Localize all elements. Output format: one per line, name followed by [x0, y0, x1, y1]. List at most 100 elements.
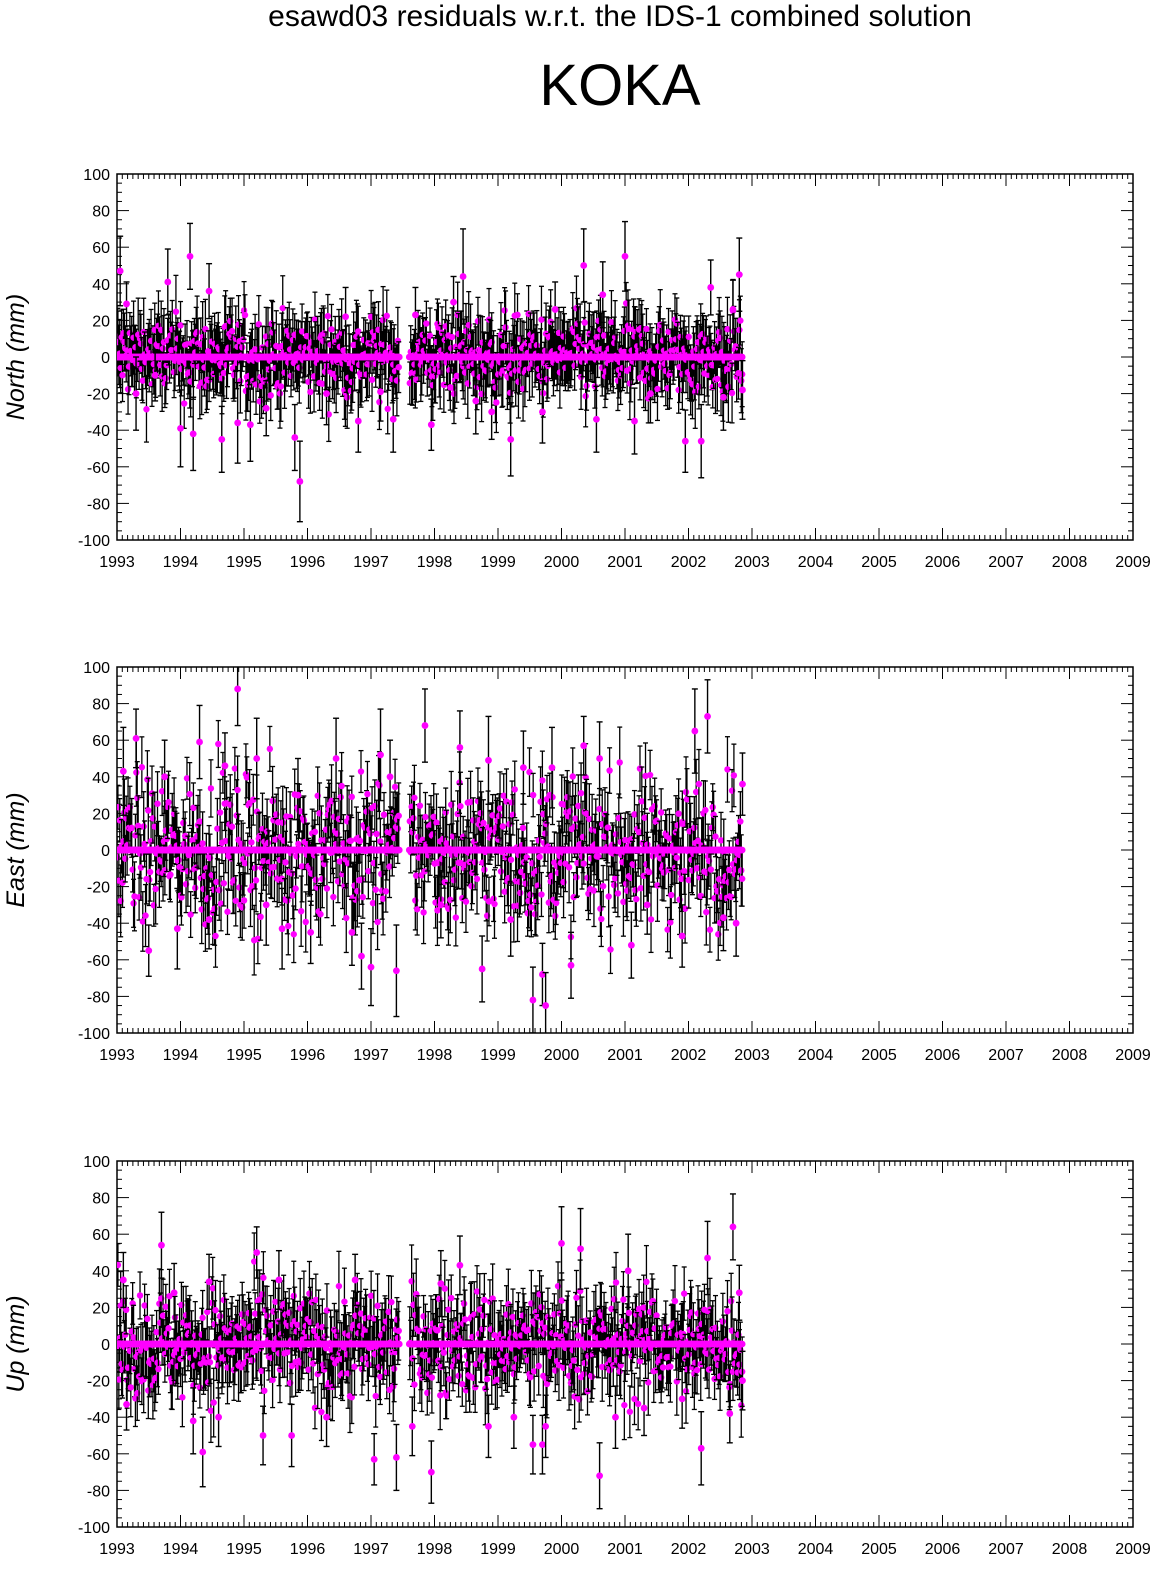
- data-point: [384, 405, 391, 413]
- data-point: [599, 291, 607, 299]
- data-point: [162, 375, 169, 382]
- data-point: [501, 307, 508, 314]
- zero-point: [738, 353, 746, 361]
- data-point: [582, 392, 589, 400]
- chart-title: esawd03 residuals w.r.t. the IDS-1 combi…: [268, 0, 972, 33]
- data-point: [379, 316, 387, 324]
- data-point: [533, 342, 541, 349]
- data-point: [502, 324, 509, 331]
- data-point: [358, 371, 366, 378]
- zero-point: [396, 353, 403, 361]
- data-point: [189, 430, 197, 438]
- data-point: [279, 304, 286, 312]
- data-point: [529, 360, 536, 367]
- x-tick-label: 2000: [544, 554, 580, 571]
- data-point: [277, 383, 285, 390]
- data-point: [324, 312, 332, 320]
- data-point: [412, 311, 419, 319]
- data-point: [735, 271, 743, 279]
- data-point: [177, 322, 184, 329]
- data-point: [647, 390, 654, 397]
- data-point: [499, 367, 506, 374]
- data-point: [228, 327, 236, 335]
- data-point: [203, 383, 210, 390]
- x-tick-label: 2007: [988, 554, 1024, 571]
- chart-panel-0: 1993 1994 1995 1996 1997 1998 1999 2000 2001 2002…: [2, 167, 1151, 571]
- x-tick-label: 1994: [163, 554, 199, 571]
- data-point: [729, 306, 737, 313]
- data-point: [427, 421, 435, 429]
- data-point: [193, 328, 201, 336]
- data-point: [139, 377, 146, 384]
- data-point: [164, 278, 172, 286]
- data-point: [541, 347, 549, 355]
- data-point: [296, 478, 304, 485]
- data-point: [681, 437, 689, 445]
- data-point: [583, 382, 590, 389]
- data-point: [376, 398, 383, 406]
- data-point: [634, 347, 642, 355]
- data-point: [285, 332, 293, 339]
- data-point: [366, 361, 373, 368]
- y-tick-label: -80: [87, 496, 110, 513]
- data-point: [291, 434, 299, 441]
- data-point: [685, 333, 692, 341]
- data-point: [703, 335, 710, 342]
- chart-panel-1: 1993 1994 1995 1996 1997 1998 1999 2000 2001 2002…: [2, 660, 1151, 1064]
- data-point: [459, 273, 467, 280]
- data-point: [675, 386, 682, 394]
- data-point: [656, 327, 663, 334]
- data-point: [311, 316, 319, 323]
- y-tick-label: 20: [92, 313, 110, 330]
- data-point: [239, 344, 246, 351]
- data-point: [593, 415, 600, 423]
- data-point: [395, 363, 402, 371]
- data-point: [450, 390, 458, 397]
- y-tick-label: 0: [101, 350, 110, 367]
- x-tick-label: 1997: [353, 554, 389, 571]
- data-point: [218, 435, 226, 443]
- data-point: [697, 437, 705, 445]
- data-point: [327, 341, 334, 349]
- data-point: [233, 359, 240, 366]
- data-point: [515, 378, 522, 385]
- x-tick-label: 2003: [734, 554, 770, 571]
- data-layer: [117, 220, 746, 523]
- data-point: [699, 330, 706, 338]
- data-point: [319, 380, 326, 387]
- data-point: [368, 376, 376, 383]
- data-point: [123, 300, 130, 308]
- data-point: [667, 369, 674, 377]
- station-name: KOKA: [539, 53, 701, 118]
- data-point: [600, 332, 608, 339]
- data-point: [387, 344, 394, 351]
- x-tick-label: 2001: [607, 554, 643, 571]
- data-point: [267, 392, 274, 399]
- data-point: [340, 347, 347, 354]
- data-point: [453, 372, 460, 380]
- data-point: [246, 421, 254, 429]
- data-point: [138, 365, 146, 373]
- data-point: [654, 385, 661, 393]
- y-tick-label: 100: [83, 167, 110, 184]
- data-point: [117, 267, 124, 275]
- data-point: [124, 386, 132, 393]
- data-point: [177, 424, 184, 432]
- data-point: [320, 337, 327, 345]
- data-point: [551, 306, 559, 313]
- data-point: [172, 308, 180, 315]
- data-point: [695, 383, 703, 390]
- data-point: [673, 320, 681, 327]
- data-point: [720, 393, 727, 401]
- data-point: [440, 381, 448, 389]
- data-point: [714, 375, 721, 383]
- data-point: [132, 390, 140, 397]
- data-point: [186, 369, 193, 376]
- data-point: [665, 328, 672, 335]
- data-point: [621, 252, 629, 260]
- data-point: [342, 313, 349, 321]
- data-point: [538, 316, 545, 323]
- data-point: [298, 328, 306, 335]
- data-point: [151, 371, 159, 379]
